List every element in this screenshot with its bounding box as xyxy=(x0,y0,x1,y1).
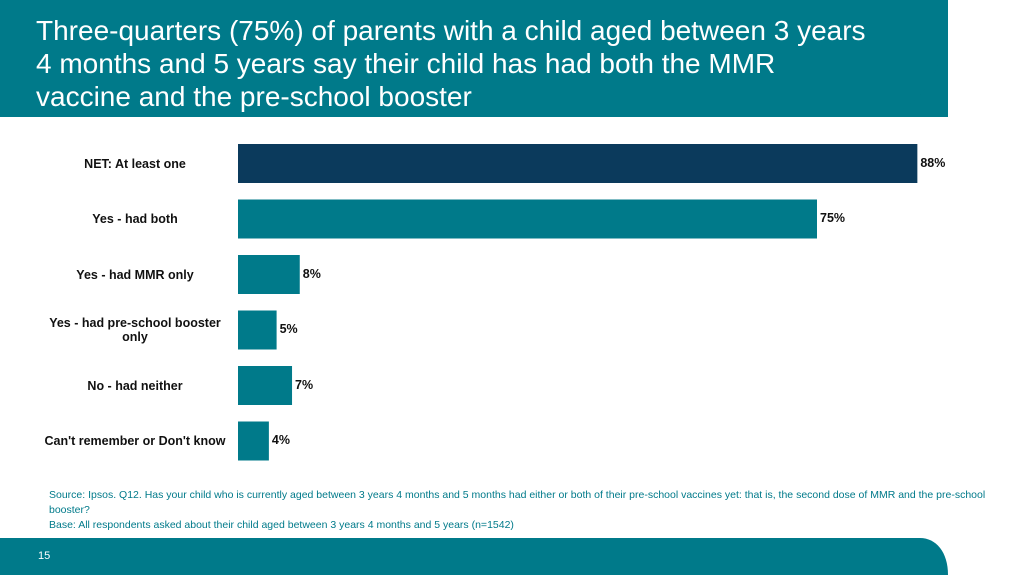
source-note: Source: Ipsos. Q12. Has your child who i… xyxy=(49,488,1009,533)
footer-banner xyxy=(0,538,948,575)
page-title: Three-quarters (75%) of parents with a c… xyxy=(36,15,866,112)
value-label-0: 88% xyxy=(920,155,946,170)
bar-5 xyxy=(238,421,269,461)
footer-curve-mask xyxy=(0,538,948,575)
bar-4 xyxy=(238,366,293,405)
category-label-0: NET: At least one xyxy=(84,156,186,171)
category-label-4: No - had neither xyxy=(87,378,183,393)
bar-chart-svg xyxy=(238,144,918,461)
category-label-5: Can't remember or Don't know xyxy=(44,434,226,448)
value-label-4: 7% xyxy=(295,377,314,392)
bar-2 xyxy=(238,255,300,294)
category-label-3: Yes - had pre-school booster only xyxy=(49,316,221,344)
bar-0 xyxy=(238,144,918,183)
bar-chart: NET: At least one 88% Yes - had both 75% Yes… xyxy=(0,130,1024,470)
value-label-5: 4% xyxy=(271,433,290,447)
bar-1 xyxy=(238,199,817,239)
category-label-2: Yes - had MMR only xyxy=(76,267,194,282)
value-label-2: 8% xyxy=(302,266,321,281)
bar-3 xyxy=(238,310,277,350)
category-label-1: Yes - had both xyxy=(92,212,178,226)
value-label-3: 5% xyxy=(279,322,298,336)
source-text: Source: Ipsos. Q12. Has your child who i… xyxy=(49,489,986,516)
title-banner xyxy=(0,0,948,117)
page-number: 15 xyxy=(38,550,51,562)
base-text: Base: All respondents asked about their … xyxy=(49,519,514,531)
title-banner-curve xyxy=(900,0,1024,117)
value-label-1: 75% xyxy=(820,211,846,225)
